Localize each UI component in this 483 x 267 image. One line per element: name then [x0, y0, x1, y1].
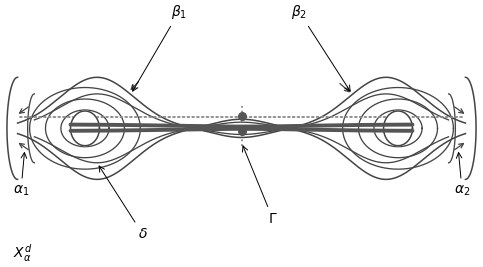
Text: $\beta_1$: $\beta_1$ — [133, 3, 187, 91]
Text: $\Gamma$: $\Gamma$ — [242, 146, 278, 226]
Text: $\alpha_2$: $\alpha_2$ — [454, 153, 470, 198]
Text: $\alpha_1$: $\alpha_1$ — [13, 153, 29, 198]
Text: $X_\alpha^d$: $X_\alpha^d$ — [13, 242, 32, 264]
Text: $\beta_2$: $\beta_2$ — [291, 3, 350, 91]
Polygon shape — [384, 111, 412, 146]
Polygon shape — [71, 111, 99, 146]
Text: $\delta$: $\delta$ — [99, 166, 148, 241]
